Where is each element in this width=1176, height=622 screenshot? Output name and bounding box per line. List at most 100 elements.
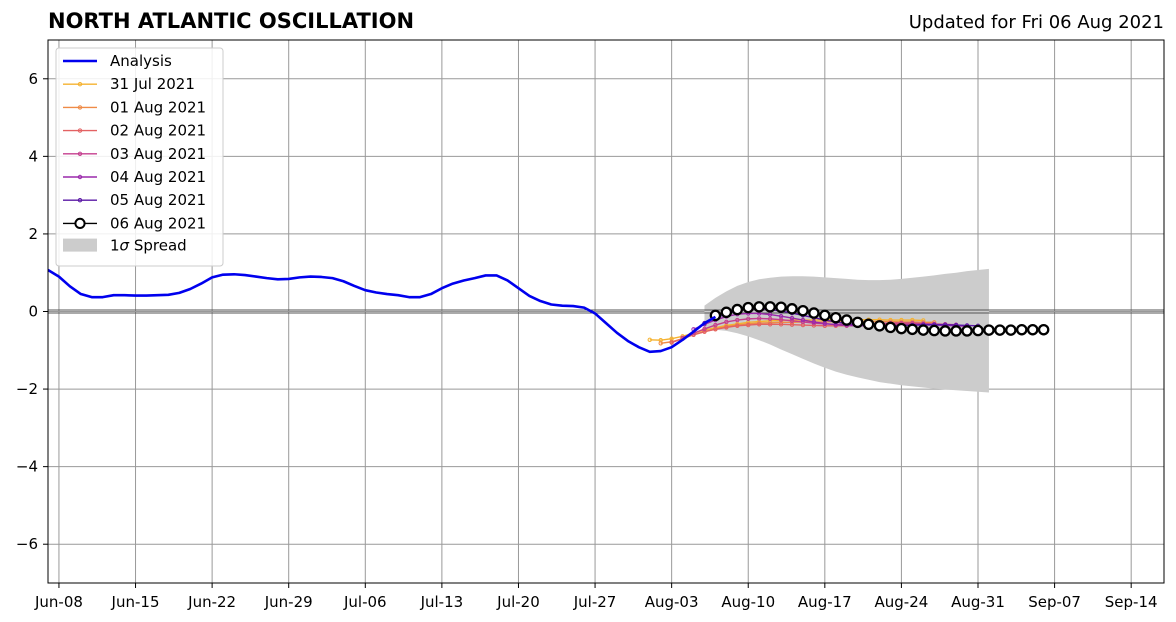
tick-layer: Jun-08 Jun-15 Jun-22 Jun-29 Jul-06 Jul-13 Jul-… — [16, 70, 1158, 611]
legend-marker-forecast — [77, 151, 83, 157]
forecast-marker — [753, 301, 765, 313]
forecast-marker — [917, 324, 930, 336]
forecast-marker — [1037, 323, 1050, 336]
legend-marker-forecast — [77, 128, 83, 133]
forecast-marker — [764, 301, 776, 313]
updated-date: Updated for Fri 06 Aug 2021 — [908, 12, 1164, 33]
y-tick-label: 0 — [28, 303, 38, 321]
legend-marker-forecast — [74, 217, 86, 229]
forecast-marker — [756, 316, 762, 321]
legend-label-analysis: Analysis — [110, 52, 172, 70]
y-tick-label: −4 — [16, 458, 38, 476]
forecast-marker — [800, 317, 806, 323]
y-tick-label: 2 — [28, 225, 38, 243]
legend-label-forecast: 02 Aug 2021 — [110, 122, 206, 140]
forecast-marker — [840, 314, 853, 326]
legend-swatch-spread — [63, 238, 97, 252]
forecast-marker — [830, 311, 842, 324]
legend-marker-forecast — [77, 174, 83, 180]
forecast-marker — [928, 324, 940, 337]
legend-label-spread: 1σ Spread — [110, 237, 187, 255]
x-tick-label: Jun-22 — [187, 593, 236, 611]
legend-label-forecast: 01 Aug 2021 — [110, 98, 206, 116]
legend: Analysis 31 Jul 2021 01 Aug 2021 02 Aug 202… — [55, 47, 224, 267]
forecast-marker — [778, 322, 784, 327]
x-tick-label: Jun-15 — [111, 593, 160, 611]
forecast-marker — [775, 301, 787, 313]
legend-spread-sigma: σ — [120, 237, 130, 255]
x-tick-label: Aug-03 — [645, 593, 699, 611]
forecast-marker — [1005, 324, 1017, 336]
forecast-marker — [884, 321, 897, 334]
forecast-marker — [720, 306, 733, 319]
legend-spread-suffix: Spread — [129, 237, 187, 255]
legend-items: Analysis 31 Jul 2021 01 Aug 2021 02 Aug 202… — [63, 52, 206, 255]
legend-label-forecast: 05 Aug 2021 — [110, 191, 206, 209]
x-tick-label: Jul-27 — [573, 593, 617, 611]
forecast-marker — [756, 322, 762, 327]
y-tick-label: 6 — [28, 70, 38, 88]
x-tick-label: Jul-20 — [496, 593, 540, 611]
legend-label-forecast: 31 Jul 2021 — [110, 75, 195, 93]
x-tick-label: Jul-13 — [420, 593, 464, 611]
forecast-marker — [811, 319, 817, 325]
y-tick-label: −2 — [16, 380, 38, 398]
legend-label-forecast: 03 Aug 2021 — [110, 145, 206, 163]
forecast-marker — [702, 326, 707, 332]
forecast-marker — [862, 318, 875, 331]
forecast-marker — [767, 322, 773, 327]
forecast-marker — [797, 304, 809, 317]
spread-band — [704, 268, 989, 393]
forecast-marker — [939, 325, 951, 337]
legend-spread-prefix: 1 — [110, 237, 120, 255]
legend-marker-forecast — [77, 105, 83, 110]
x-tick-label: Jul-06 — [343, 593, 387, 611]
forecast-marker — [746, 316, 751, 322]
forecast-marker — [819, 309, 831, 322]
forecast-marker — [778, 313, 784, 319]
forecast-marker — [724, 319, 729, 325]
forecast-marker — [702, 329, 707, 334]
forecast-marker — [895, 322, 908, 335]
forecast-marker — [767, 316, 773, 322]
x-tick-label: Sep-14 — [1105, 593, 1158, 611]
forecast-marker — [1026, 323, 1039, 336]
legend-marker-forecast — [77, 198, 83, 203]
x-tick-label: Aug-10 — [721, 593, 775, 611]
forecast-marker — [786, 303, 798, 315]
forecast-marker — [950, 325, 962, 337]
forecast-marker — [851, 316, 864, 329]
forecast-marker — [746, 322, 751, 328]
forecast-marker — [735, 317, 740, 323]
forecast-marker — [742, 301, 754, 314]
forecast-marker — [713, 327, 718, 332]
legend-label-forecast: 04 Aug 2021 — [110, 168, 206, 186]
y-tick-label: 4 — [28, 147, 38, 165]
forecast-marker — [767, 312, 773, 317]
x-tick-label: Jun-08 — [34, 593, 83, 611]
forecast-marker — [658, 341, 663, 346]
forecast-marker — [789, 315, 795, 321]
legend-marker-forecast — [77, 82, 83, 87]
forecast-marker — [713, 322, 718, 328]
forecast-marker — [994, 324, 1006, 336]
legend-label-forecast: 06 Aug 2021 — [110, 214, 206, 232]
x-tick-label: Aug-31 — [951, 593, 1005, 611]
forecast-marker — [789, 318, 795, 324]
forecast-marker — [906, 323, 919, 336]
forecast-marker — [735, 323, 740, 329]
forecast-marker — [731, 303, 744, 316]
forecast-marker — [808, 307, 820, 319]
forecast-marker — [983, 324, 995, 336]
forecast-marker — [961, 325, 973, 337]
forecast-marker — [669, 340, 674, 345]
x-tick-label: Sep-07 — [1028, 593, 1081, 611]
x-tick-label: Aug-24 — [875, 593, 929, 611]
forecast-marker — [724, 325, 729, 330]
forecast-marker — [873, 320, 886, 332]
analysis-line — [48, 268, 717, 354]
forecast-marker — [972, 324, 984, 337]
y-tick-label: −6 — [16, 535, 38, 553]
chart-title: NORTH ATLANTIC OSCILLATION — [48, 9, 415, 33]
